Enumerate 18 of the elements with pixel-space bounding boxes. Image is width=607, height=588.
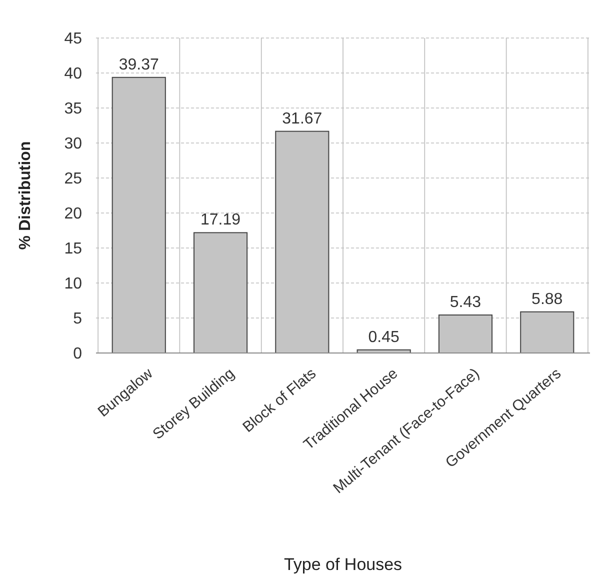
y-tick-label: 20 [64, 206, 82, 223]
y-tick-label: 35 [64, 100, 82, 118]
data-label: 17.19 [200, 212, 241, 229]
data-label: 39.37 [118, 56, 159, 74]
y-tick-label: 30 [64, 136, 82, 153]
data-label: 5.43 [450, 294, 482, 311]
y-tick-label: 0 [73, 346, 82, 363]
y-tick-label: 15 [64, 240, 82, 258]
y-axis-title: % Distribution [17, 141, 34, 250]
y-tick-label: 45 [64, 30, 82, 48]
y-tick-label: 5 [73, 310, 82, 328]
x-axis-title: Type of Houses [284, 555, 402, 574]
y-tick-label: 25 [64, 170, 82, 188]
data-label: 5.88 [532, 290, 563, 308]
data-label: 31.67 [282, 110, 322, 128]
y-tick-label: 10 [64, 276, 82, 293]
data-label: 0.45 [368, 328, 400, 346]
y-tick-label: 40 [64, 66, 82, 83]
